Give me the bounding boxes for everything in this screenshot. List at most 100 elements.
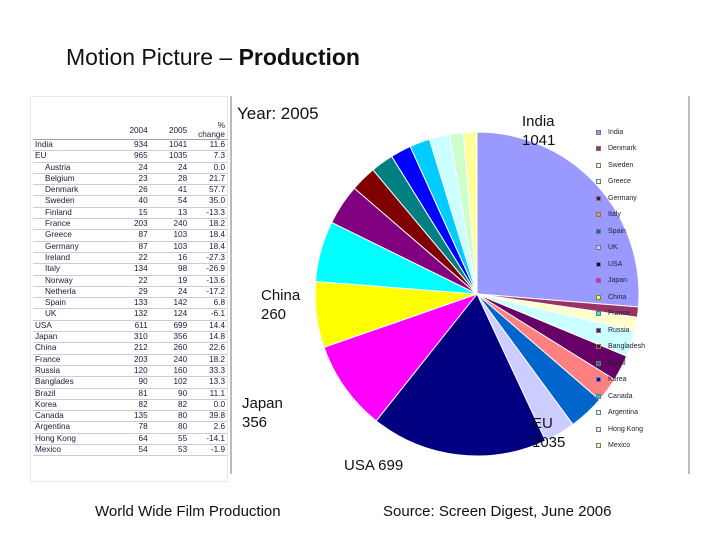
table-row: Japan 310 356 14.8 bbox=[33, 331, 227, 344]
pie-chart: India 1041 USA 699 Japan 356 China 260 EU 1035 bbox=[242, 113, 640, 474]
legend-item: Hong Kong bbox=[596, 421, 684, 438]
legend-swatch bbox=[596, 129, 601, 135]
table-cell-country: Italy bbox=[33, 263, 111, 276]
table-row: Belgium 23 28 21.7 bbox=[33, 173, 227, 186]
table-cell-2005: 356 bbox=[149, 331, 190, 344]
legend-item: Japan bbox=[596, 273, 684, 290]
legend-label: Spain bbox=[608, 227, 626, 235]
table-cell-pct: 6.8 bbox=[189, 297, 227, 310]
legend-item: India bbox=[596, 124, 684, 141]
table-cell-country: Mexico bbox=[33, 444, 111, 457]
table-cell-pct: -13.3 bbox=[189, 207, 227, 220]
table-cell-2005: 90 bbox=[149, 388, 190, 400]
table-cell-2004: 26 bbox=[110, 184, 150, 197]
production-table: 2004 2005 % change India 934 1041 11.6 EU 965… bbox=[33, 121, 227, 457]
table-cell-2005: 13 bbox=[149, 207, 190, 220]
table-cell-pct: 39.8 bbox=[189, 410, 227, 423]
table-cell-2004: 934 bbox=[110, 139, 150, 152]
legend-label: Canada bbox=[608, 392, 633, 400]
slice-label-japan: Japan 356 bbox=[242, 395, 283, 431]
legend-item: Russia bbox=[596, 322, 684, 339]
legend-swatch bbox=[596, 179, 601, 185]
table-row: Finland 15 13 -13.3 bbox=[33, 207, 227, 220]
legend-swatch bbox=[596, 228, 601, 234]
legend-swatch bbox=[596, 311, 601, 317]
legend-swatch bbox=[596, 294, 601, 300]
slice-label-india: India 1041 bbox=[522, 113, 555, 149]
table-cell-2005: 54 bbox=[149, 195, 190, 208]
legend-label: China bbox=[608, 293, 627, 301]
table-cell-country: Sweden bbox=[33, 195, 111, 208]
table-row: Ireland 22 16 -27.3 bbox=[33, 252, 227, 265]
table-row: Mexico 54 53 -1.9 bbox=[33, 444, 227, 457]
legend-label: France bbox=[608, 310, 630, 318]
pie-slice-mexico bbox=[462, 131, 478, 295]
legend-swatch bbox=[596, 146, 601, 152]
table-cell-2004: 135 bbox=[110, 410, 150, 423]
table-cell-2005: 80 bbox=[149, 410, 190, 423]
table-cell-2005: 102 bbox=[149, 376, 190, 389]
table-cell-2004: 81 bbox=[110, 388, 150, 400]
table-header-row: 2004 2005 % change bbox=[33, 121, 227, 140]
pie-slice-usa bbox=[375, 293, 547, 457]
table-cell-2005: 1041 bbox=[149, 139, 190, 152]
table-cell-2004: 54 bbox=[110, 444, 150, 457]
legend-label: Italy bbox=[608, 211, 621, 219]
legend-swatch bbox=[596, 377, 601, 383]
table-cell-pct: 11.6 bbox=[189, 139, 227, 152]
legend-item: Germany bbox=[596, 190, 684, 207]
legend-label: India bbox=[608, 128, 624, 136]
footer-caption: World Wide Film Production bbox=[95, 503, 281, 520]
table-cell-2005: 240 bbox=[149, 354, 190, 366]
legend-swatch bbox=[596, 426, 601, 432]
table-cell-2004: 90 bbox=[110, 376, 150, 389]
table-cell-2004: 22 bbox=[110, 252, 150, 265]
table-row: China 212 260 22.6 bbox=[33, 342, 227, 355]
table-row: France 203 240 18.2 bbox=[33, 354, 227, 366]
table-cell-country: Norway bbox=[33, 275, 111, 287]
legend-swatch bbox=[596, 344, 601, 350]
table-cell-pct: -14.1 bbox=[189, 433, 227, 446]
table-cell-country: Netherla bbox=[33, 286, 111, 299]
table-cell-country: Austria bbox=[33, 162, 111, 174]
slide-title: Motion Picture – Production bbox=[66, 44, 360, 71]
table-cell-country: Canada bbox=[33, 410, 111, 423]
chart-legend: India Denmark Sweden Greece Germany Italy Spai… bbox=[596, 124, 684, 454]
table-cell-pct: 7.3 bbox=[189, 150, 227, 163]
table-cell-pct: 18.2 bbox=[189, 218, 227, 231]
legend-item: Greece bbox=[596, 174, 684, 191]
table-cell-2004: 22 bbox=[110, 275, 150, 287]
slide-title-bold: Production bbox=[238, 44, 360, 70]
table-cell-country: China bbox=[33, 342, 111, 355]
table-cell-pct: 33.3 bbox=[189, 365, 227, 378]
data-table-panel: 2004 2005 % change India 934 1041 11.6 EU 965… bbox=[30, 96, 228, 482]
table-cell-2004: 78 bbox=[110, 421, 150, 434]
table-cell-pct: -26.9 bbox=[189, 263, 227, 276]
legend-swatch bbox=[596, 360, 601, 366]
table-header-2004: 2004 bbox=[110, 121, 150, 140]
table-cell-country: Japan bbox=[33, 331, 111, 344]
table-cell-2004: 965 bbox=[110, 150, 150, 163]
table-cell-country: USA bbox=[33, 320, 111, 333]
table-cell-2005: 240 bbox=[149, 218, 190, 231]
table-cell-pct: 21.7 bbox=[189, 173, 227, 186]
chart-title: Year: 2005 bbox=[237, 104, 319, 123]
table-cell-country: Russia bbox=[33, 365, 111, 378]
table-cell-2004: 29 bbox=[110, 286, 150, 299]
legend-item: Denmark bbox=[596, 141, 684, 158]
table-cell-country: Finland bbox=[33, 207, 111, 220]
table-cell-pct: 18.4 bbox=[189, 229, 227, 242]
table-cell-2004: 132 bbox=[110, 308, 150, 321]
table-row: Banglades 90 102 13.3 bbox=[33, 376, 227, 389]
table-cell-pct: -6.1 bbox=[189, 308, 227, 321]
table-cell-2004: 120 bbox=[110, 365, 150, 378]
legend-item: UK bbox=[596, 240, 684, 257]
legend-item: Sweden bbox=[596, 157, 684, 174]
table-cell-2005: 260 bbox=[149, 342, 190, 355]
table-cell-2005: 24 bbox=[149, 286, 190, 299]
legend-swatch bbox=[596, 261, 601, 267]
table-cell-2004: 24 bbox=[110, 162, 150, 174]
table-cell-country: Hong Kong bbox=[33, 433, 111, 446]
table-cell-2004: 212 bbox=[110, 342, 150, 355]
table-row: Greece 87 103 18.4 bbox=[33, 229, 227, 242]
